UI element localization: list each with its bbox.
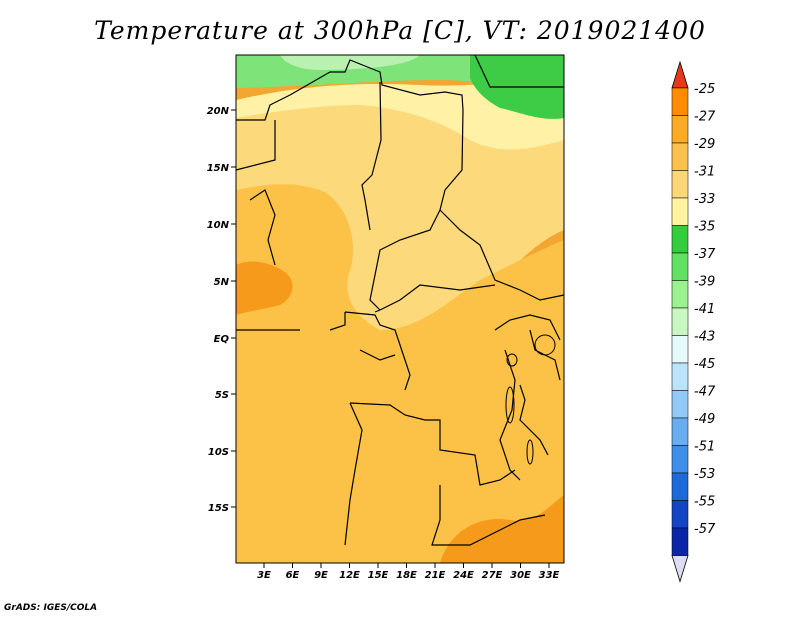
colorbar-label: -51: [694, 440, 715, 455]
colorbar-label: -35: [694, 220, 715, 235]
region-mid: [236, 184, 564, 563]
colorbar-label: -33: [694, 192, 715, 207]
colorbar-swatch: [671, 417, 689, 446]
colorbar-label: -29: [694, 137, 715, 152]
map-frame: [235, 54, 565, 564]
colorbar-label: -49: [694, 412, 715, 427]
lat-tick-label: EQ: [214, 334, 230, 345]
colorbar-swatch: [671, 197, 689, 226]
colorbar-label: -41: [694, 302, 715, 317]
country-borders: [235, 54, 565, 546]
lat-tick-label: 5N: [214, 277, 230, 288]
colorbar-label: -47: [694, 385, 716, 400]
colorbar-swatch: [671, 500, 689, 529]
temperature-field: [236, 55, 564, 563]
lon-tick-label: 9E: [314, 570, 328, 581]
region-mint: [280, 55, 420, 70]
lon-tick-label: 18E: [396, 570, 417, 581]
lat-tick-label: 10S: [208, 447, 229, 458]
colorbar-label: -45: [694, 357, 715, 372]
lon-tick-label: 3E: [257, 570, 271, 581]
colorbar-swatch: [671, 170, 689, 199]
colorbar-label: -53: [694, 467, 715, 482]
colorbar-top-triangle: [671, 60, 689, 89]
colorbar-swatch: [671, 87, 689, 116]
colorbar-label: -27: [694, 110, 716, 125]
grads-credit: GrADS: IGES/COLA: [4, 603, 98, 613]
colorbar-swatch: [671, 445, 689, 474]
lat-tick-label: 15S: [208, 503, 229, 514]
longitude-axis: 3E 6E 9E 12E 15E 18E 21E 24E 27E 30E 33E: [257, 563, 560, 581]
colorbar-label: -55: [694, 495, 715, 510]
lon-tick-label: 21E: [425, 570, 446, 581]
colorbar-swatch: [671, 362, 689, 391]
latitude-axis: 20N 15N 10N 5N EQ 5S 10S 15S: [207, 106, 236, 514]
colorbar-swatch: [671, 472, 689, 501]
lon-tick-label: 30E: [510, 570, 531, 581]
colorbar-swatch: [671, 307, 689, 336]
colorbar-swatch: [671, 142, 689, 171]
lat-tick-label: 5S: [215, 390, 229, 401]
lon-tick-label: 27E: [482, 570, 503, 581]
lat-tick-label: 20N: [207, 106, 230, 117]
colorbar-swatch: [671, 280, 689, 309]
colorbar-label: -25: [694, 82, 715, 97]
colorbar-swatch: [671, 115, 689, 144]
lake-outlines: [505, 334, 556, 465]
colorbar-label: -37: [694, 247, 716, 262]
colorbar-swatch: [671, 335, 689, 364]
lat-tick-label: 15N: [207, 163, 230, 174]
lon-tick-label: 12E: [339, 570, 360, 581]
colorbar-swatch: [671, 225, 689, 254]
lon-tick-label: 6E: [286, 570, 300, 581]
colorbar-swatch: [671, 527, 689, 556]
lon-tick-label: 15E: [368, 570, 389, 581]
lon-tick-label: 33E: [539, 570, 560, 581]
colorbar-bottom-triangle: [671, 555, 689, 583]
colorbar-label: -43: [694, 330, 715, 345]
lat-tick-label: 10N: [207, 220, 230, 231]
region-warm: [236, 261, 293, 315]
chart-title: Temperature at 300hPa [C], VT: 201902140…: [94, 16, 706, 45]
lon-tick-label: 24E: [453, 570, 474, 581]
colorbar: -25 -27 -29 -31 -33 -35 -37 -39 -41 -43 -45 -47 -49 -…: [671, 60, 716, 583]
colorbar-label: -39: [694, 275, 715, 290]
colorbar-swatch: [671, 252, 689, 281]
colorbar-label: -31: [694, 165, 715, 180]
colorbar-label: -57: [694, 522, 716, 537]
colorbar-swatch: [671, 390, 689, 419]
